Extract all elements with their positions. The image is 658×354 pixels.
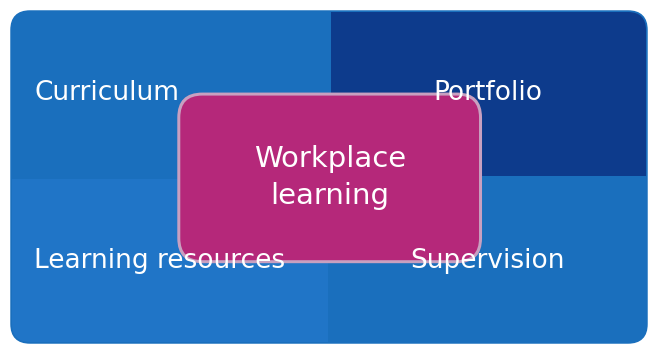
Bar (12, 178, 328, 342)
FancyBboxPatch shape (12, 12, 646, 342)
Text: Curriculum: Curriculum (34, 80, 179, 106)
FancyBboxPatch shape (180, 96, 479, 260)
Text: Portfolio: Portfolio (433, 80, 542, 106)
Text: Learning resources: Learning resources (34, 248, 285, 274)
Bar (330, 12, 646, 176)
FancyBboxPatch shape (177, 93, 482, 263)
Bar (330, 178, 646, 342)
Bar (12, 12, 328, 176)
Text: Supervision: Supervision (410, 248, 565, 274)
Text: Workplace
learning: Workplace learning (253, 145, 406, 210)
